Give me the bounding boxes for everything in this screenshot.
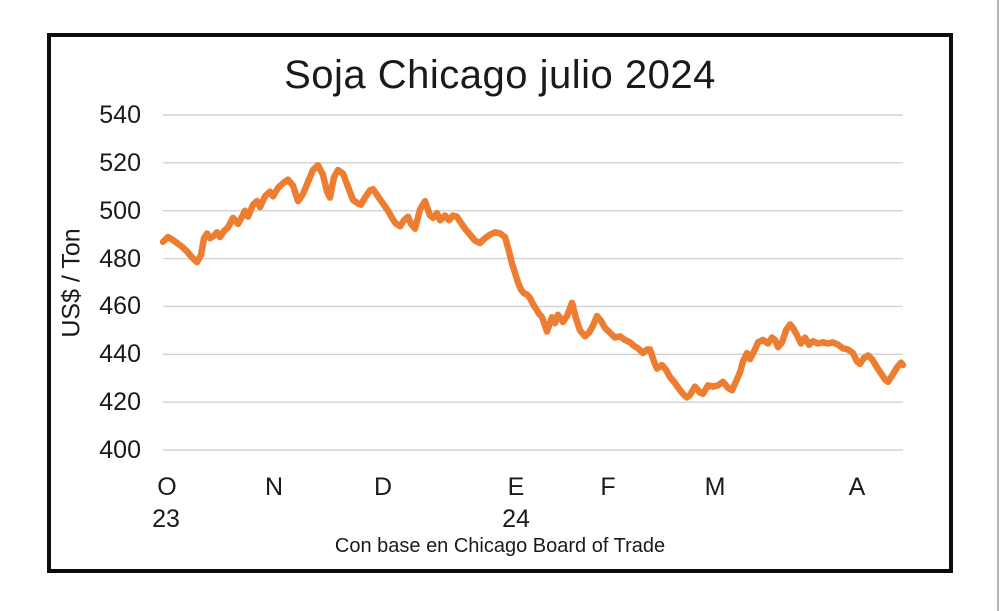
x-tick-label-D: D xyxy=(373,473,393,501)
x-tick-label-M: M xyxy=(704,473,726,501)
plot-area xyxy=(159,114,907,451)
y-tick-label-540: 540 xyxy=(99,101,141,129)
x-tick-label-O: O xyxy=(157,473,177,501)
y-tick-label-520: 520 xyxy=(99,148,141,177)
source-note: Con base en Chicago Board of Trade xyxy=(334,535,666,557)
y-tick-label-400: 400 xyxy=(99,436,141,464)
price-line xyxy=(159,162,907,401)
x-tick-label-N: N xyxy=(264,473,284,501)
x-tick-label-A: A xyxy=(848,473,866,501)
y-tick-label-460: 460 xyxy=(99,292,141,321)
screenshot-edge-artifact xyxy=(997,0,999,611)
chart-title: Soja Chicago julio 2024 xyxy=(284,53,716,97)
y-tick-label-440: 440 xyxy=(99,340,141,369)
year-label-23: 23 xyxy=(152,505,180,533)
x-tick-label-E: E xyxy=(507,473,525,501)
year-label-24: 24 xyxy=(502,505,530,533)
gridlines xyxy=(163,114,903,451)
y-tick-label-500: 500 xyxy=(99,196,141,225)
y-tick-label-480: 480 xyxy=(99,244,141,273)
x-tick-label-F: F xyxy=(600,473,616,501)
chart-frame: Soja Chicago julio 2024 US$ / Ton 540 520… xyxy=(47,33,953,573)
y-tick-label-420: 420 xyxy=(99,388,141,417)
